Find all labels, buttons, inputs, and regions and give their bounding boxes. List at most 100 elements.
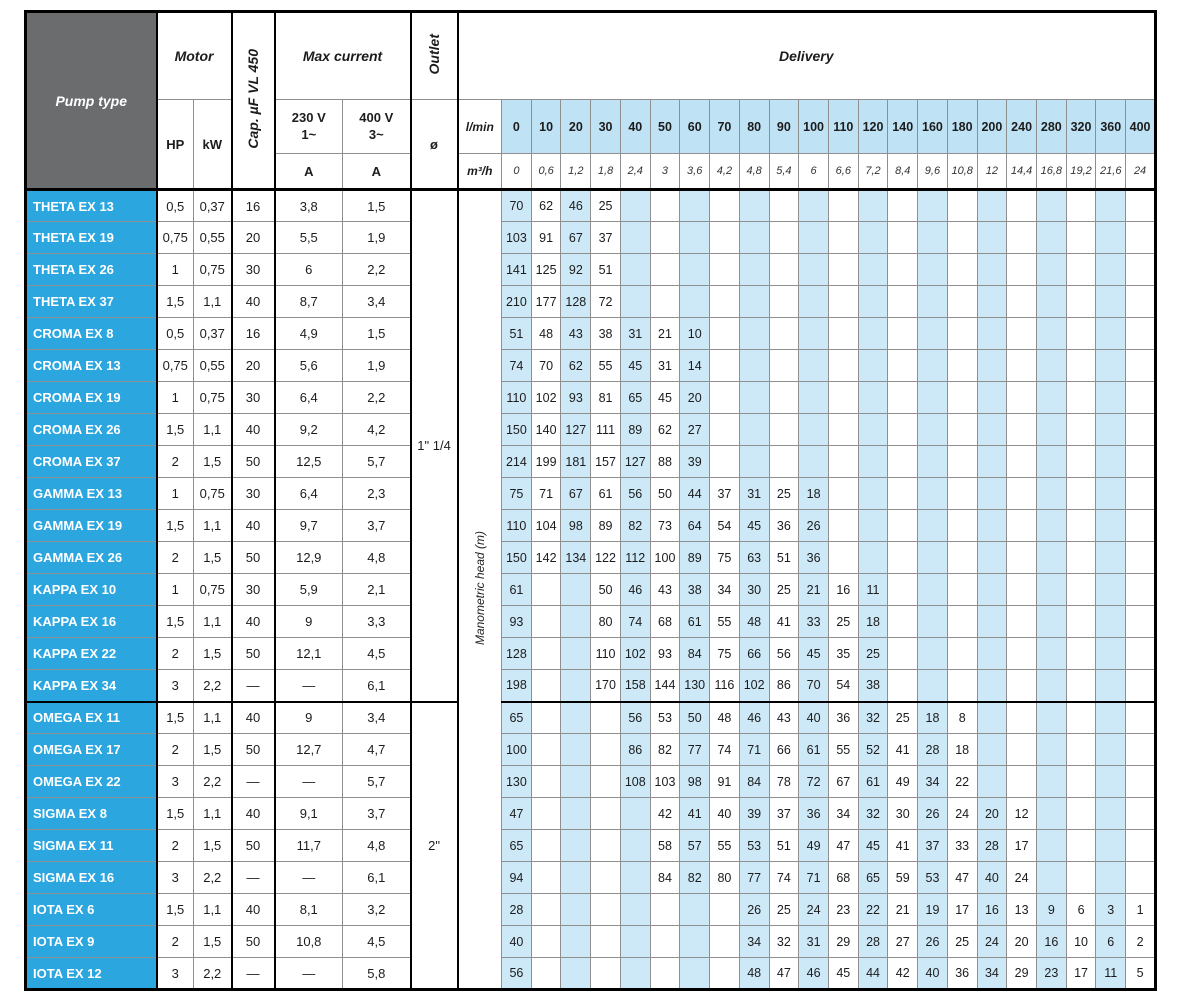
pump-row-kappa-ex-16: KAPPA EX 16 1,5 1,1 40 9 3,3 93 80 74 68 61 55 48 41 3… (25, 605, 1156, 638)
pump-row-gamma-ex-26: GAMMA EX 26 2 1,5 50 12,9 4,8 150 142 134 122 112 1… (25, 541, 1156, 574)
head-value: 45 (798, 637, 829, 670)
head-value: 94 (501, 861, 532, 894)
pump-row-croma-ex-13: CROMA EX 13 0,75 0,55 20 5,6 1,9 74 70 62 55 45 31 1… (25, 349, 1156, 382)
head-value: 31 (738, 477, 770, 510)
pump-row-sigma-ex-11: SIGMA EX 11 2 1,5 50 11,7 4,8 65 58 57 55 53 51 49 47… (25, 829, 1156, 862)
amp-400-header: A (342, 153, 412, 190)
current-230v-value: 9,1 (274, 797, 344, 830)
head-value: 25 (768, 477, 800, 510)
flow-lmin-280: 280 (1035, 99, 1067, 154)
head-value (530, 957, 562, 990)
head-value (738, 445, 770, 478)
head-value (619, 957, 651, 990)
head-value: 18 (798, 477, 829, 510)
head-value (976, 381, 1008, 414)
head-value (1125, 861, 1156, 894)
head-value (1035, 317, 1067, 350)
pump-row-theta-ex-37: THETA EX 37 1,5 1,1 40 8,7 3,4 210 177 128 72 (25, 285, 1156, 318)
current-230v-value: 12,5 (274, 445, 344, 478)
head-value: 40 (501, 925, 532, 958)
head-value (590, 925, 621, 958)
head-value: 49 (887, 765, 919, 798)
capacitor-value: 30 (231, 381, 276, 414)
current-400v-value: 3,4 (342, 285, 412, 318)
current-400v-value: 2,1 (342, 573, 412, 606)
hp-value: 0,5 (156, 188, 194, 222)
head-value (1006, 509, 1037, 542)
kw-value: 1,1 (192, 413, 233, 446)
head-value (917, 509, 948, 542)
head-value (1065, 445, 1097, 478)
head-value: 37 (590, 221, 621, 254)
head-value (1006, 317, 1037, 350)
head-value: 27 (887, 925, 919, 958)
pump-row-omega-ex-17: OMEGA EX 17 2 1,5 50 12,7 4,7 100 86 82 77 74 71 66 6… (25, 733, 1156, 766)
flow-m3h-8,4: 8,4 (887, 153, 919, 190)
pump-table: Pump type Motor Cap. µF VL 450 Max curre… (24, 10, 1157, 991)
head-value: 150 (501, 541, 532, 574)
head-value (1125, 509, 1156, 542)
head-value: 70 (501, 188, 532, 222)
head-value: 59 (887, 861, 919, 894)
head-value: 144 (649, 669, 681, 702)
capacitor-value: 50 (231, 925, 276, 958)
flow-m3h-16,8: 16,8 (1035, 153, 1067, 190)
pump-row-gamma-ex-19: GAMMA EX 19 1,5 1,1 40 9,7 3,7 110 104 98 89 82 73 6… (25, 509, 1156, 542)
head-value: 54 (709, 509, 740, 542)
kw-value: 1,1 (192, 509, 233, 542)
capacitor-value: 50 (231, 637, 276, 670)
head-value: 45 (619, 349, 651, 382)
head-value: 21 (649, 317, 681, 350)
head-value (768, 349, 800, 382)
head-value: 3 (1095, 893, 1127, 926)
head-value: 48 (709, 700, 740, 734)
head-value: 34 (738, 925, 770, 958)
head-value (1035, 381, 1067, 414)
current-400v-value: 2,2 (342, 253, 412, 286)
head-value: 33 (798, 605, 829, 638)
capacitor-value: 20 (231, 221, 276, 254)
head-value (976, 285, 1008, 318)
head-value: 104 (530, 509, 562, 542)
head-value (1095, 285, 1127, 318)
head-value: 75 (709, 541, 740, 574)
head-value: 22 (857, 893, 889, 926)
head-value (1035, 477, 1067, 510)
head-value (530, 925, 562, 958)
head-value (1065, 381, 1097, 414)
head-value (1035, 797, 1067, 830)
hp-value: 1,5 (156, 700, 194, 734)
head-value (798, 349, 829, 382)
head-value (530, 829, 562, 862)
head-value (887, 445, 919, 478)
current-230v-value: 6 (274, 253, 344, 286)
head-value (1065, 669, 1097, 702)
head-value (1006, 285, 1037, 318)
head-value (946, 637, 978, 670)
head-value: 61 (501, 573, 532, 606)
head-value (649, 893, 681, 926)
head-value (1125, 700, 1156, 734)
head-value: 70 (530, 349, 562, 382)
head-value (590, 893, 621, 926)
head-value: 26 (917, 797, 948, 830)
pump-row-kappa-ex-34: KAPPA EX 34 3 2,2— —6,1 198 170 158 144 130 116 10… (25, 669, 1156, 702)
head-value: 46 (738, 700, 770, 734)
head-value: 25 (827, 605, 859, 638)
capacitor-value: 40 (231, 413, 276, 446)
head-value: 86 (619, 733, 651, 766)
head-value: 67 (827, 765, 859, 798)
head-value (887, 317, 919, 350)
head-value (738, 188, 770, 222)
manometric-head-text: Manometric head (m) (472, 530, 487, 646)
head-value (649, 285, 681, 318)
hp-value: 2 (156, 829, 194, 862)
head-value: 6 (1095, 925, 1127, 958)
head-value: 46 (798, 957, 829, 990)
head-value (1095, 573, 1127, 606)
head-value (1125, 669, 1156, 702)
kw-value: 2,2 (192, 765, 233, 798)
head-value (1035, 221, 1067, 254)
head-value (887, 637, 919, 670)
pump-name: SIGMA EX 8 (25, 797, 158, 830)
